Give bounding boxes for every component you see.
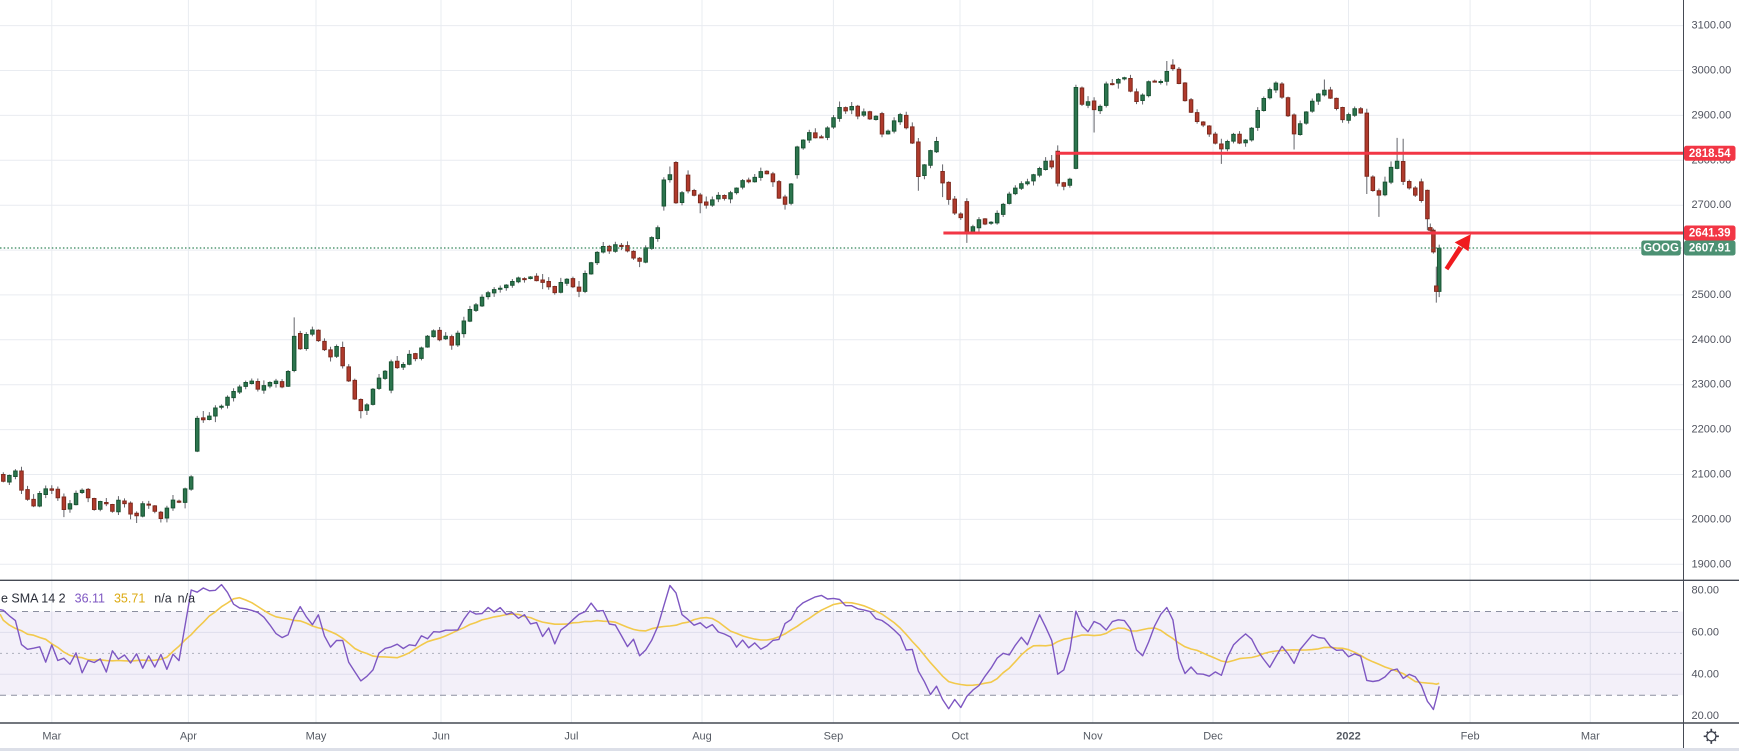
svg-text:2100.00: 2100.00	[1692, 469, 1732, 481]
svg-text:2022: 2022	[1336, 731, 1360, 743]
svg-text:2900.00: 2900.00	[1692, 109, 1732, 121]
svg-text:2000.00: 2000.00	[1692, 513, 1732, 525]
svg-text:2700.00: 2700.00	[1692, 199, 1732, 211]
svg-text:Jun: Jun	[432, 731, 450, 743]
svg-text:Nov: Nov	[1083, 731, 1103, 743]
svg-text:Mar: Mar	[42, 731, 61, 743]
svg-text:Jul: Jul	[564, 731, 578, 743]
svg-text:Dec: Dec	[1203, 731, 1223, 743]
svg-text:2400.00: 2400.00	[1692, 334, 1732, 346]
svg-text:Apr: Apr	[180, 731, 197, 743]
svg-text:2607.91: 2607.91	[1689, 243, 1731, 255]
svg-text:2818.54: 2818.54	[1689, 148, 1731, 160]
svg-text:May: May	[306, 731, 327, 743]
svg-text:60.00: 60.00	[1692, 626, 1720, 638]
svg-text:3000.00: 3000.00	[1692, 65, 1732, 77]
svg-text:2200.00: 2200.00	[1692, 424, 1732, 436]
svg-text:Oct: Oct	[951, 731, 968, 743]
svg-text:1900.00: 1900.00	[1692, 558, 1732, 570]
svg-text:2300.00: 2300.00	[1692, 379, 1732, 391]
svg-text:Aug: Aug	[692, 731, 712, 743]
svg-text:Feb: Feb	[1461, 731, 1480, 743]
svg-text:Mar: Mar	[1581, 731, 1600, 743]
svg-text:2500.00: 2500.00	[1692, 289, 1732, 301]
svg-text:2641.39: 2641.39	[1689, 228, 1731, 240]
svg-text:80.00: 80.00	[1692, 585, 1720, 597]
svg-text:40.00: 40.00	[1692, 668, 1720, 680]
svg-text:Sep: Sep	[824, 731, 844, 743]
svg-text:3100.00: 3100.00	[1692, 20, 1732, 32]
svg-text:GOOG: GOOG	[1643, 243, 1679, 255]
svg-text:20.00: 20.00	[1692, 710, 1720, 722]
